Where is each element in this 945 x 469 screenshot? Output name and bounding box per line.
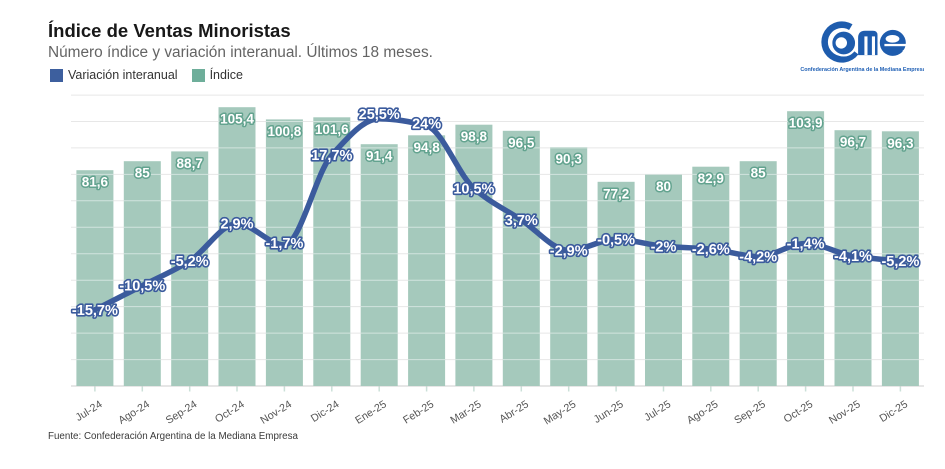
svg-text:81,6: 81,6 bbox=[82, 175, 109, 190]
svg-text:82,9: 82,9 bbox=[698, 171, 724, 186]
svg-text:Jun-25: Jun-25 bbox=[592, 398, 626, 426]
svg-text:77,2: 77,2 bbox=[603, 186, 629, 201]
svg-text:98,8: 98,8 bbox=[461, 129, 488, 144]
svg-text:Jul-25: Jul-25 bbox=[642, 398, 673, 424]
svg-text:96,5: 96,5 bbox=[508, 135, 535, 150]
svg-text:17,7%: 17,7% bbox=[311, 148, 352, 164]
svg-text:-2,6%: -2,6% bbox=[692, 242, 730, 258]
svg-text:Sep-25: Sep-25 bbox=[732, 398, 768, 426]
svg-text:10,5%: 10,5% bbox=[453, 181, 494, 197]
svg-text:103,9: 103,9 bbox=[789, 116, 823, 131]
svg-text:Ene-25: Ene-25 bbox=[353, 398, 389, 426]
svg-text:101,6: 101,6 bbox=[315, 122, 349, 137]
svg-text:-5,2%: -5,2% bbox=[881, 254, 919, 270]
svg-text:-4,1%: -4,1% bbox=[834, 249, 872, 265]
svg-text:Jul-24: Jul-24 bbox=[73, 398, 104, 424]
svg-text:-15,7%: -15,7% bbox=[72, 303, 118, 319]
svg-text:25,5%: 25,5% bbox=[359, 107, 400, 123]
svg-text:88,7: 88,7 bbox=[177, 156, 203, 171]
svg-text:-1,4%: -1,4% bbox=[787, 237, 825, 253]
svg-text:-2%: -2% bbox=[651, 239, 677, 255]
svg-text:105,4: 105,4 bbox=[220, 112, 254, 127]
svg-text:85: 85 bbox=[135, 166, 151, 181]
svg-text:96,7: 96,7 bbox=[840, 135, 866, 150]
svg-text:24%: 24% bbox=[412, 116, 441, 132]
svg-text:2,9%: 2,9% bbox=[220, 217, 253, 233]
svg-text:Confederación Argentina de la: Confederación Argentina de la Mediana Em… bbox=[800, 67, 924, 73]
svg-text:3,7%: 3,7% bbox=[505, 213, 538, 229]
svg-text:Oct-25: Oct-25 bbox=[782, 398, 816, 425]
svg-text:-2,9%: -2,9% bbox=[550, 243, 588, 259]
svg-text:100,8: 100,8 bbox=[268, 124, 302, 139]
svg-text:91,4: 91,4 bbox=[366, 149, 393, 164]
svg-text:Nov-24: Nov-24 bbox=[258, 398, 294, 426]
svg-text:90,3: 90,3 bbox=[556, 152, 583, 167]
svg-text:-5,2%: -5,2% bbox=[171, 254, 209, 270]
svg-text:Ago-24: Ago-24 bbox=[116, 398, 152, 426]
svg-text:Dic-24: Dic-24 bbox=[309, 398, 342, 425]
svg-text:Sep-24: Sep-24 bbox=[164, 398, 200, 426]
svg-text:-4,2%: -4,2% bbox=[739, 250, 777, 266]
svg-text:May-25: May-25 bbox=[542, 398, 579, 427]
svg-text:Mar-25: Mar-25 bbox=[448, 398, 483, 426]
svg-text:94,8: 94,8 bbox=[413, 140, 440, 155]
svg-text:Ago-25: Ago-25 bbox=[685, 398, 721, 426]
svg-text:-10,5%: -10,5% bbox=[119, 279, 165, 295]
svg-text:-0,5%: -0,5% bbox=[597, 232, 635, 248]
svg-text:Nov-25: Nov-25 bbox=[827, 398, 863, 426]
svg-text:Feb-25: Feb-25 bbox=[401, 398, 436, 426]
svg-text:-1,7%: -1,7% bbox=[265, 236, 303, 252]
svg-text:96,3: 96,3 bbox=[887, 136, 914, 151]
svg-text:Oct-24: Oct-24 bbox=[213, 398, 247, 425]
svg-text:Dic-25: Dic-25 bbox=[877, 398, 910, 425]
svg-text:Abr-25: Abr-25 bbox=[497, 398, 531, 425]
svg-text:80: 80 bbox=[656, 179, 671, 194]
svg-text:85: 85 bbox=[751, 166, 767, 181]
